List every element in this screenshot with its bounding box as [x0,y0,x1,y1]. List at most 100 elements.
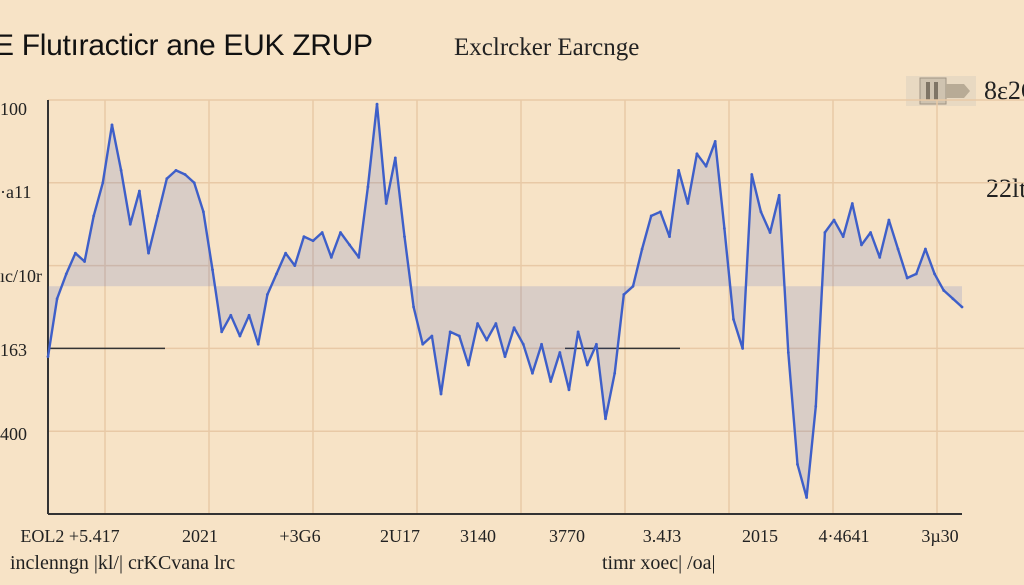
data-point [64,272,68,276]
data-point [622,293,626,296]
x-tick-label: 2U17 [380,526,420,546]
data-point [512,326,516,330]
data-point [887,218,891,222]
data-point [375,102,379,106]
data-point [942,289,946,292]
x-axis-title: inclenngn |kl/| crKCvana lrc [10,552,236,574]
data-point [768,231,772,234]
data-point [686,202,690,205]
data-point [814,404,818,408]
data-point [284,251,288,255]
data-point [540,342,543,346]
data-point [128,222,132,226]
data-point [585,363,589,367]
x-axis-subtitle: timr xoec| /oa| [602,552,716,574]
data-point [777,193,781,197]
data-point [366,185,370,189]
data-point [393,156,397,160]
data-point [960,305,964,309]
data-point [256,342,260,346]
x-tick-label: 3140 [460,526,496,546]
data-point [211,268,214,272]
data-point [275,272,278,276]
data-point [796,462,799,466]
x-tick-label: 3µ30 [921,526,959,546]
x-tick-label: 3.4J3 [642,526,682,546]
data-point [631,284,635,288]
data-point [677,168,681,172]
data-point [339,231,342,234]
data-point [293,264,297,267]
data-point [704,164,708,168]
data-point [933,272,936,276]
data-point [503,355,507,359]
data-point [421,342,425,346]
data-point [119,168,123,172]
data-point [174,168,178,172]
data-point [576,330,580,334]
data-point [302,235,306,239]
x-tick-label: 2015 [742,526,778,546]
data-point [732,318,735,321]
data-point [595,342,598,346]
chart-title: E Flutıracticr ane EUK ZRUP [0,29,373,62]
data-point [265,293,269,296]
data-point [924,247,927,251]
y-tick-label: 100 [0,99,27,119]
data-point [46,355,50,359]
x-tick-label: ЕОL2 +5.417 [20,526,120,546]
data-point [850,202,854,205]
data-point [348,243,352,247]
data-point [448,330,452,334]
data-point [320,231,324,234]
data-point [156,214,160,218]
data-point [905,276,909,280]
data-point [832,218,836,222]
data-point [485,338,489,342]
data-point [147,251,150,255]
data-point [74,251,77,255]
data-point [247,313,251,317]
data-point [951,297,955,301]
data-point [649,214,653,218]
x-tick-label: 3770 [549,526,585,546]
data-point [384,202,388,205]
data-point [750,173,754,176]
data-point [914,272,918,276]
data-point [869,231,872,234]
x-tick-label: 2021 [182,526,218,546]
data-point [467,363,470,367]
data-point [549,380,553,383]
x-tick-label: 4·4641 [818,526,870,546]
data-point [640,247,644,251]
data-point [183,173,187,176]
data-point [823,231,827,234]
data-point [860,243,863,247]
data-point [613,371,617,375]
data-point [558,351,562,354]
data-point [604,417,607,421]
data-point [658,210,662,214]
data-point [741,347,745,350]
data-point [759,210,763,214]
data-point [896,247,900,251]
data-point [722,226,726,230]
data-point [695,152,699,156]
data-point [713,140,717,143]
y-tick-label: ·a11 [0,182,32,202]
x-tick-label: +3G6 [279,526,321,546]
data-point [201,210,205,214]
data-point [430,334,434,338]
data-point [229,313,233,317]
data-point [311,239,315,243]
data-point [357,255,361,259]
data-point [138,189,141,193]
data-point [841,235,845,239]
y-tick-label: 163 [0,340,27,360]
data-point [567,388,571,392]
data-point [412,305,415,309]
data-point [521,342,525,346]
data-point [531,371,534,375]
